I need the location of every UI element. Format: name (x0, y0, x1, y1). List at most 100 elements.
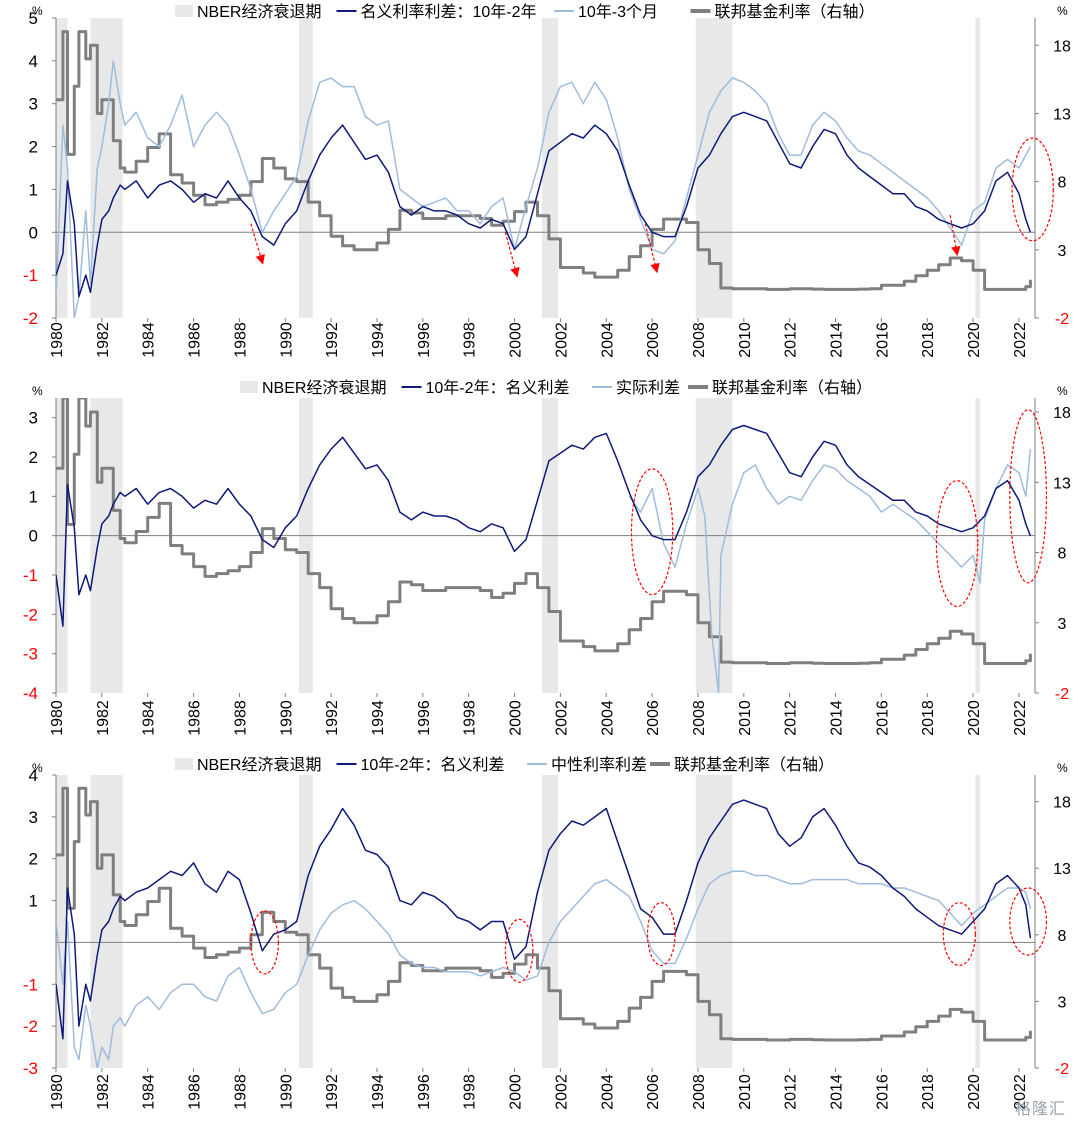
y-left-tick-label: -3 (23, 1059, 38, 1078)
x-tick-label: 1996 (416, 322, 433, 358)
legend-swatch-band (175, 758, 193, 770)
x-tick-label: 1998 (462, 700, 479, 736)
y-left-tick-label: -2 (23, 605, 38, 624)
x-tick-label: 2002 (553, 322, 570, 358)
x-tick-label: 2014 (829, 1074, 846, 1110)
x-tick-label: 1982 (95, 1074, 112, 1110)
y-left-tick-label: 3 (29, 95, 38, 114)
x-tick-label: 1988 (232, 322, 249, 358)
x-tick-label: 2008 (691, 700, 708, 736)
x-tick-label: 2012 (783, 1074, 800, 1110)
annotation-arrow (644, 223, 660, 274)
series-group (56, 786, 1032, 1068)
x-tick-label: 2006 (645, 322, 662, 358)
x-tick-label: 2018 (920, 700, 937, 736)
x-tick-label: 2006 (645, 1074, 662, 1110)
y-right-tick-label: 3 (1058, 616, 1067, 633)
y-left-unit: % (32, 4, 43, 18)
x-tick-label: 2004 (599, 1074, 616, 1110)
x-tick-label: 1984 (141, 700, 158, 736)
series-line-1 (56, 424, 1032, 627)
x-tick-label: 2012 (783, 322, 800, 358)
y-right-tick-label: 13 (1053, 475, 1071, 492)
series-line-3 (56, 398, 1032, 665)
x-tick-label: 1994 (370, 322, 387, 358)
y-left-tick-label: 1 (29, 180, 38, 199)
x-tick-label: 2022 (1012, 700, 1029, 736)
legend-label: 名义利率利差：10年-2年 (361, 3, 537, 21)
x-tick-label: 2010 (737, 700, 754, 736)
y-right-tick-label: 8 (1058, 928, 1067, 945)
x-tick-label: 2002 (553, 700, 570, 736)
x-tick-label: 2008 (691, 1074, 708, 1110)
recession-band (542, 18, 559, 318)
x-tick-label: 2014 (829, 322, 846, 358)
x-tick-label: 1980 (49, 322, 66, 358)
x-tick-label: 1998 (462, 322, 479, 358)
annotation-arrow (949, 215, 961, 257)
y-left-tick-label: 4 (29, 52, 38, 71)
y-right-tick-label: 13 (1053, 861, 1071, 878)
y-left-tick-label: -1 (23, 266, 38, 285)
y-left-tick-label: 2 (29, 850, 38, 869)
y-left-tick-label: -4 (23, 684, 38, 703)
x-tick-label: 2020 (966, 700, 983, 736)
x-tick-label: 1990 (278, 1074, 295, 1110)
x-tick-label: 1994 (370, 700, 387, 736)
y-left-tick-label: -2 (23, 309, 38, 328)
x-tick-label: 2014 (829, 700, 846, 736)
x-tick-label: 1984 (141, 1074, 158, 1110)
legend-label: 联邦基金利率（右轴） (712, 379, 872, 397)
series-line-1 (56, 111, 1032, 298)
recession-band (299, 775, 313, 1068)
y-left-tick-label: -1 (23, 566, 38, 585)
x-tick-label: 2006 (645, 700, 662, 736)
recession-band (299, 18, 313, 318)
x-tick-label: 2016 (874, 700, 891, 736)
legend-label: NBER经济衰退期 (197, 756, 321, 774)
y-left-tick-label: 1 (29, 892, 38, 911)
y-left-tick-label: -2 (23, 1017, 38, 1036)
y-right-unit: % (1057, 384, 1068, 398)
chart-panel-3: 4 3 2 1 -1 -2 -3% 18 13 8 3 -2% 1980 1982 1984 1986 1988… (23, 756, 1071, 1110)
series-group (56, 398, 1032, 693)
x-tick-label: 2000 (508, 700, 525, 736)
x-tick-label: 1996 (416, 700, 433, 736)
recession-band (299, 398, 313, 693)
annotation-arrow (504, 232, 520, 278)
x-tick-label: 2012 (783, 700, 800, 736)
x-tick-label: 2010 (737, 1074, 754, 1110)
annotation-ellipse (630, 468, 674, 596)
legend-label: NBER经济衰退期 (262, 379, 386, 397)
x-tick-label: 1990 (278, 700, 295, 736)
y-right-tick-label: 3 (1058, 994, 1067, 1011)
y-left-tick-label: -3 (23, 645, 38, 664)
x-tick-label: 1992 (324, 700, 341, 736)
recession-band (90, 775, 123, 1068)
legend-label: NBER经济衰退期 (197, 3, 321, 21)
legend-label: 实际利差 (616, 379, 680, 397)
x-tick-label: 1986 (187, 700, 204, 736)
y-right-tick-label: 13 (1053, 106, 1071, 123)
chart-panel-2: 3 2 1 0 -1 -2 -3 -4% 18 13 8 3 -2% 1980 1982 1984 1986 19… (23, 379, 1071, 736)
legend-label: 联邦基金利率（右轴） (715, 3, 875, 21)
y-left-tick-label: 5 (29, 9, 38, 28)
x-tick-label: 2010 (737, 322, 754, 358)
y-right-tick-label: 18 (1053, 795, 1071, 812)
x-tick-label: 2020 (966, 322, 983, 358)
chart-panel-1: 5 4 3 2 1 0 -1 -2% 18 13 8 3 -2% 1980 1982 1984 1986 1988… (23, 3, 1071, 358)
x-tick-label: 2018 (920, 1074, 937, 1110)
y-left-tick-label: 0 (29, 527, 38, 546)
x-tick-label: 2022 (1012, 322, 1029, 358)
y-left-tick-label: 4 (29, 766, 38, 785)
y-left-tick-label: 1 (29, 487, 38, 506)
x-tick-label: 1982 (95, 322, 112, 358)
x-tick-label: 2000 (508, 322, 525, 358)
annotation-ellipse (250, 910, 279, 975)
x-tick-label: 1994 (370, 1074, 387, 1110)
x-tick-label: 2022 (1012, 1074, 1029, 1110)
y-right-tick-label: 18 (1053, 405, 1071, 422)
recession-band (695, 18, 733, 318)
